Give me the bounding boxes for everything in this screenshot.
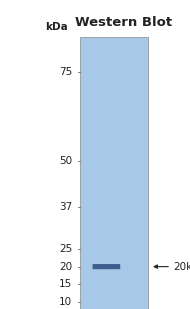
Text: 50: 50 xyxy=(59,156,72,166)
Text: 75: 75 xyxy=(59,67,72,77)
Text: 37: 37 xyxy=(59,201,72,212)
FancyBboxPatch shape xyxy=(93,264,120,269)
Text: 20: 20 xyxy=(59,262,72,272)
Text: 10: 10 xyxy=(59,297,72,307)
Text: 20kDa: 20kDa xyxy=(173,262,190,272)
Text: kDa: kDa xyxy=(46,22,68,32)
Text: 15: 15 xyxy=(59,279,72,289)
Text: Western Blot: Western Blot xyxy=(75,16,172,29)
Text: 25: 25 xyxy=(59,244,72,254)
Bar xyxy=(80,37,148,309)
